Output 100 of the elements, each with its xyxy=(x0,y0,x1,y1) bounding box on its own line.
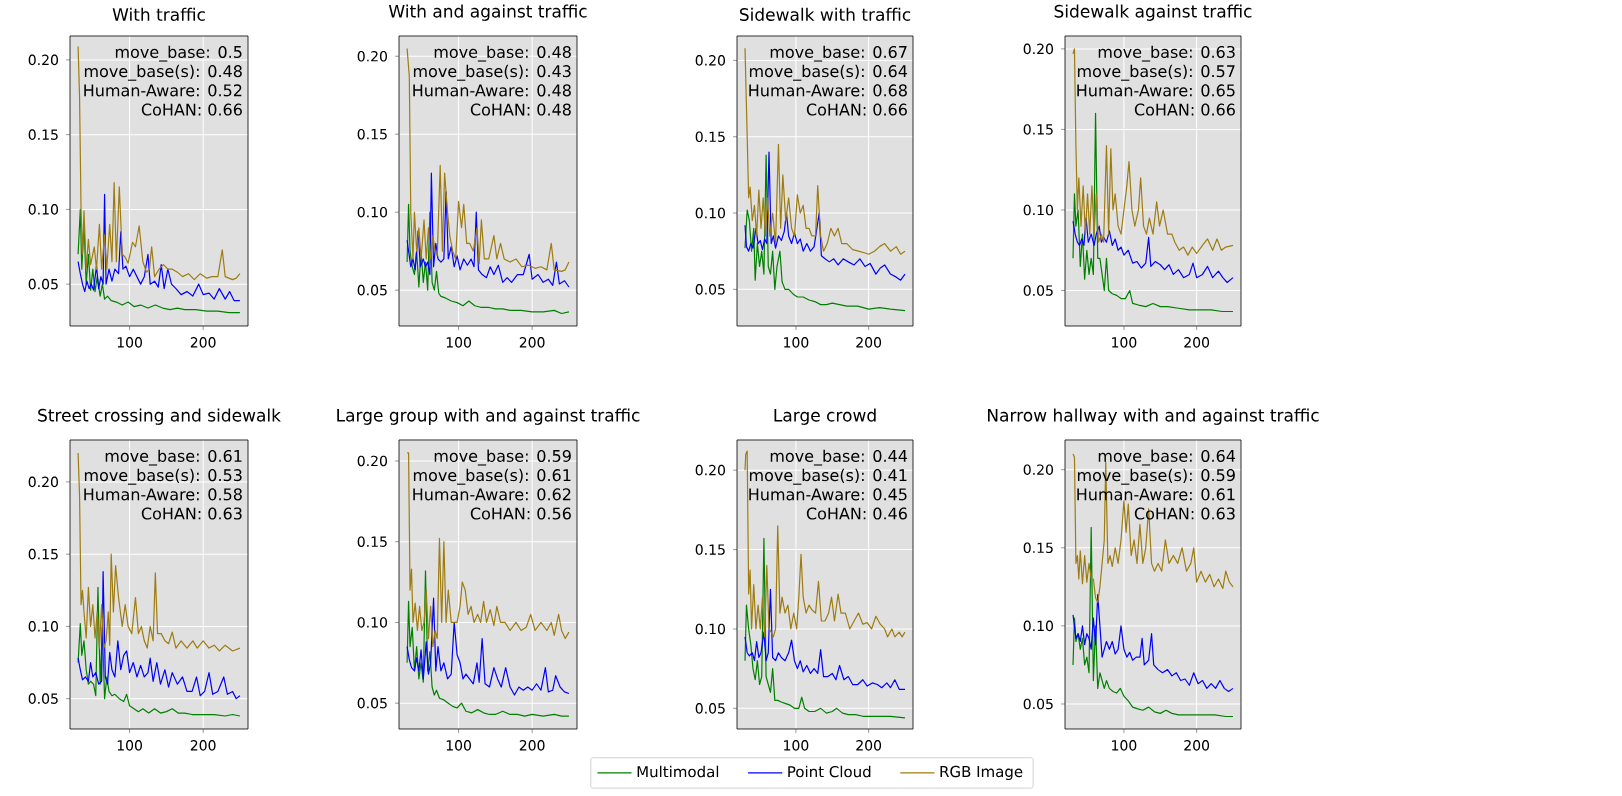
x-tick-label: 100 xyxy=(1112,337,1137,348)
x-tick-label: 100 xyxy=(446,740,471,751)
y-tick-label: 0.20 xyxy=(357,50,387,62)
legend-label: Multimodal xyxy=(637,765,719,778)
y-tick-label: 0.10 xyxy=(357,206,387,218)
line-series xyxy=(406,47,570,273)
x-tick-label: 100 xyxy=(117,740,142,751)
line-series xyxy=(1072,217,1234,284)
annotation: CoHAN: 0.66 xyxy=(141,103,242,116)
x-tick-label: 200 xyxy=(190,337,216,348)
x-tick-label: 100 xyxy=(784,740,809,751)
line-series xyxy=(77,570,241,700)
x-tick-label: 200 xyxy=(519,740,545,751)
chart-title: Large group with and against traffic xyxy=(337,408,640,425)
annotation: move_base: 0.67 xyxy=(770,45,907,62)
x-tick-label: 100 xyxy=(117,337,142,348)
annotation: move_base: 0.5 xyxy=(115,45,242,62)
line-series xyxy=(744,588,906,690)
y-tick-label: 0.20 xyxy=(1023,464,1053,475)
y-tick-label: 0.15 xyxy=(357,128,387,140)
y-tick-label: 0.15 xyxy=(28,129,58,140)
x-tick-label: 100 xyxy=(446,337,471,348)
annotation: move_base(s): 0.48 xyxy=(84,64,242,81)
annotation: move_base(s): 0.43 xyxy=(413,64,571,81)
y-tick-label: 0.20 xyxy=(28,476,58,488)
annotation: CoHAN: 0.66 xyxy=(806,103,907,116)
annotation: Human-Aware: 0.52 xyxy=(84,84,242,97)
line-series xyxy=(744,47,906,255)
x-tick-label: 200 xyxy=(856,337,882,348)
y-tick-label: 0.05 xyxy=(28,693,58,704)
line-series xyxy=(406,570,570,717)
annotation: CoHAN: 0.46 xyxy=(806,507,907,520)
y-tick-label: 0.05 xyxy=(695,703,725,714)
x-tick-label: 200 xyxy=(1184,337,1210,348)
line-series xyxy=(406,203,570,315)
chart-title: Sidewalk with traffic xyxy=(739,7,911,21)
chart-title: Street crossing and sidewalk xyxy=(38,408,281,425)
y-tick-label: 0.20 xyxy=(695,464,725,476)
annotation: CoHAN: 0.48 xyxy=(470,103,571,116)
x-tick-label: 200 xyxy=(1184,740,1210,751)
annotation: Human-Aware: 0.62 xyxy=(413,488,571,501)
line-series xyxy=(1072,594,1234,693)
annotation: CoHAN: 0.66 xyxy=(1134,103,1235,116)
x-tick-label: 200 xyxy=(519,337,545,348)
annotation: Human-Aware: 0.68 xyxy=(749,84,907,97)
annotation: move_base: 0.48 xyxy=(434,45,571,62)
legend-label: Point Cloud xyxy=(788,765,871,778)
y-tick-label: 0.15 xyxy=(695,131,725,143)
annotation: move_base(s): 0.53 xyxy=(84,468,242,485)
y-tick-label: 0.05 xyxy=(28,278,58,290)
annotation: move_base: 0.44 xyxy=(770,449,908,466)
y-tick-label: 0.10 xyxy=(28,204,58,215)
annotation: CoHAN: 0.56 xyxy=(470,507,571,520)
line-series xyxy=(77,45,241,281)
y-tick-label: 0.15 xyxy=(357,536,387,547)
annotation: move_base: 0.64 xyxy=(1098,449,1236,466)
y-tick-label: 0.05 xyxy=(1023,285,1053,296)
y-tick-label: 0.05 xyxy=(357,284,387,296)
y-tick-label: 0.05 xyxy=(1023,698,1053,710)
chart-title: With and against traffic xyxy=(388,4,587,21)
y-tick-label: 0.20 xyxy=(695,55,725,66)
y-tick-label: 0.15 xyxy=(695,544,725,555)
chart-title: With traffic xyxy=(112,7,205,21)
annotation: Human-Aware: 0.45 xyxy=(749,488,907,501)
annotation: move_base(s): 0.57 xyxy=(1077,64,1235,81)
chart-title: Sidewalk against traffic xyxy=(1054,4,1252,21)
annotation: CoHAN: 0.63 xyxy=(141,507,242,520)
line-series xyxy=(744,450,906,638)
y-tick-label: 0.10 xyxy=(1023,204,1053,216)
x-tick-label: 200 xyxy=(856,740,882,751)
chart-title: Narrow hallway with and against traffic xyxy=(988,408,1319,425)
line-series xyxy=(744,151,906,281)
annotation: move_base(s): 0.61 xyxy=(413,468,571,485)
y-tick-label: 0.20 xyxy=(1023,43,1053,55)
annotation: move_base: 0.63 xyxy=(1098,45,1235,62)
annotation: move_base: 0.61 xyxy=(105,449,242,466)
x-tick-label: 200 xyxy=(190,740,216,751)
y-tick-label: 0.10 xyxy=(695,623,725,635)
y-tick-label: 0.05 xyxy=(695,284,725,295)
y-tick-label: 0.15 xyxy=(28,548,58,560)
x-tick-label: 100 xyxy=(784,337,809,348)
annotation: move_base(s): 0.64 xyxy=(749,64,908,81)
annotation: Human-Aware: 0.65 xyxy=(1077,84,1235,97)
annotation: Human-Aware: 0.58 xyxy=(84,488,242,501)
y-tick-label: 0.10 xyxy=(1023,620,1053,632)
legend-label: RGB Image xyxy=(940,765,1023,781)
y-tick-label: 0.15 xyxy=(1023,542,1053,554)
line-series xyxy=(744,154,906,312)
y-tick-label: 0.10 xyxy=(28,621,58,632)
y-tick-label: 0.10 xyxy=(695,207,725,219)
annotation: Human-Aware: 0.48 xyxy=(413,84,571,97)
y-tick-label: 0.20 xyxy=(28,54,58,66)
x-tick-label: 100 xyxy=(1112,740,1137,751)
y-tick-label: 0.15 xyxy=(1023,124,1053,135)
annotation: move_base(s): 0.41 xyxy=(749,468,907,485)
chart-title: Large crowd xyxy=(774,408,876,425)
line-series xyxy=(406,172,570,288)
y-tick-label: 0.05 xyxy=(357,697,387,709)
y-tick-label: 0.20 xyxy=(357,455,387,467)
y-tick-label: 0.10 xyxy=(357,617,387,628)
